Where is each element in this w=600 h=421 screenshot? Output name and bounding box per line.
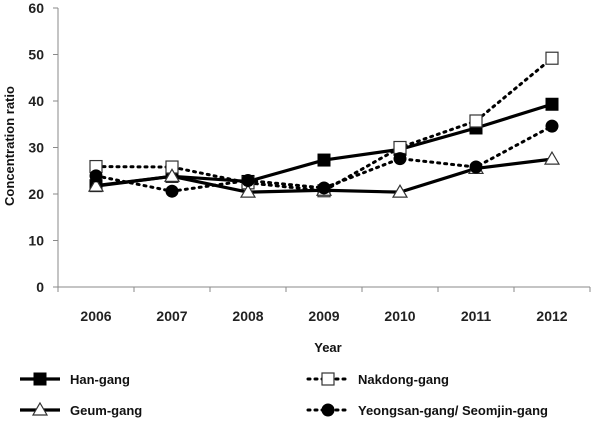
legend: Han-gang Nakdong-gang Geum-gang Yeongsan-ga… xyxy=(20,372,548,418)
legend-label: Yeongsan-gang/ Seomjin-gang xyxy=(358,403,548,418)
series-layer xyxy=(87,51,561,198)
legend-item: Geum-gang xyxy=(20,401,142,418)
legend-label: Nakdong-gang xyxy=(358,372,449,387)
series-yeongsan-gang-seomjin-gang xyxy=(89,119,559,198)
data-point xyxy=(543,150,561,165)
y-axis: 0 10 20 30 40 50 60 xyxy=(28,0,58,295)
legend-marker xyxy=(31,401,49,416)
data-point xyxy=(241,174,255,188)
legend-label: Geum-gang xyxy=(70,403,142,418)
data-point xyxy=(545,97,559,111)
y-tick-label: 30 xyxy=(28,140,44,156)
legend-marker xyxy=(33,372,47,386)
x-tick-label: 2012 xyxy=(536,308,567,324)
data-point xyxy=(163,168,181,182)
y-tick-label: 60 xyxy=(28,0,44,16)
data-point xyxy=(545,119,559,133)
data-point xyxy=(393,140,407,155)
x-tick-label: 2010 xyxy=(384,308,415,324)
data-point xyxy=(239,183,257,198)
data-point xyxy=(545,51,559,65)
legend-label: Han-gang xyxy=(70,372,130,387)
x-axis-title: Year xyxy=(314,340,341,355)
y-tick-label: 50 xyxy=(28,47,44,63)
legend-item: Han-gang xyxy=(20,372,130,387)
data-point xyxy=(469,114,483,128)
y-axis-title: Concentration ratio xyxy=(2,86,17,206)
y-tick-label: 0 xyxy=(36,279,44,295)
legend-item: Yeongsan-gang/ Seomjin-gang xyxy=(306,403,548,418)
data-point xyxy=(317,153,331,167)
data-point xyxy=(469,160,483,174)
x-axis: 2006 2007 2008 2009 2010 2011 2012 xyxy=(57,287,591,324)
legend-item: Nakdong-gang xyxy=(306,372,449,387)
data-point xyxy=(165,184,179,198)
data-point xyxy=(317,181,331,195)
data-point xyxy=(393,152,407,166)
x-tick-label: 2008 xyxy=(232,308,263,324)
data-point xyxy=(89,169,103,183)
legend-marker xyxy=(321,403,335,417)
x-tick-label: 2011 xyxy=(461,308,492,324)
y-tick-label: 20 xyxy=(28,186,44,202)
y-tick-label: 40 xyxy=(28,93,44,109)
x-tick-label: 2006 xyxy=(80,308,111,324)
x-tick-label: 2009 xyxy=(308,308,339,324)
data-point xyxy=(87,177,105,192)
data-point xyxy=(391,183,409,198)
legend-marker xyxy=(321,372,335,386)
y-tick-label: 10 xyxy=(28,233,44,249)
x-tick-label: 2007 xyxy=(156,308,187,324)
